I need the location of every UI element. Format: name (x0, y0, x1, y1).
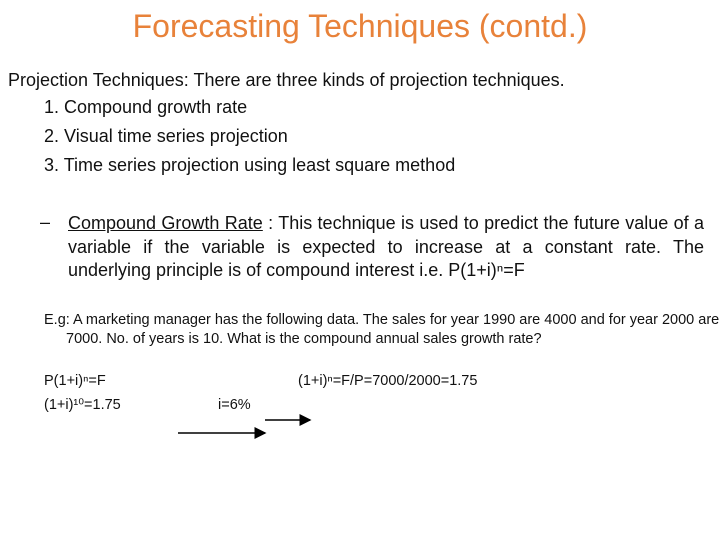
example-text: E.g: A marketing manager has the followi… (44, 312, 720, 347)
bullet-text: : This technique is used to predict the … (68, 213, 704, 280)
formula: P(1+i)ⁿ=F (44, 373, 106, 389)
intro: Projection Techniques: There are three k… (8, 70, 565, 90)
formula: (1+i)¹⁰=1.75 (44, 397, 121, 413)
bullet-paragraph: Compound Growth Rate : This technique is… (68, 212, 704, 283)
list-item: 2. Visual time series projection (44, 126, 288, 146)
formula: i=6% (218, 397, 251, 413)
list-item: 3. Time series projection using least sq… (44, 155, 456, 175)
bullet-term: Compound Growth Rate (68, 213, 263, 233)
slide-title: Forecasting Techniques (contd.) (132, 8, 588, 44)
list-item: 1. Compound growth rate (44, 97, 248, 117)
formula: (1+i)ⁿ=F/P=7000/2000=1.75 (298, 373, 478, 389)
bullet-dash: – (40, 212, 51, 232)
